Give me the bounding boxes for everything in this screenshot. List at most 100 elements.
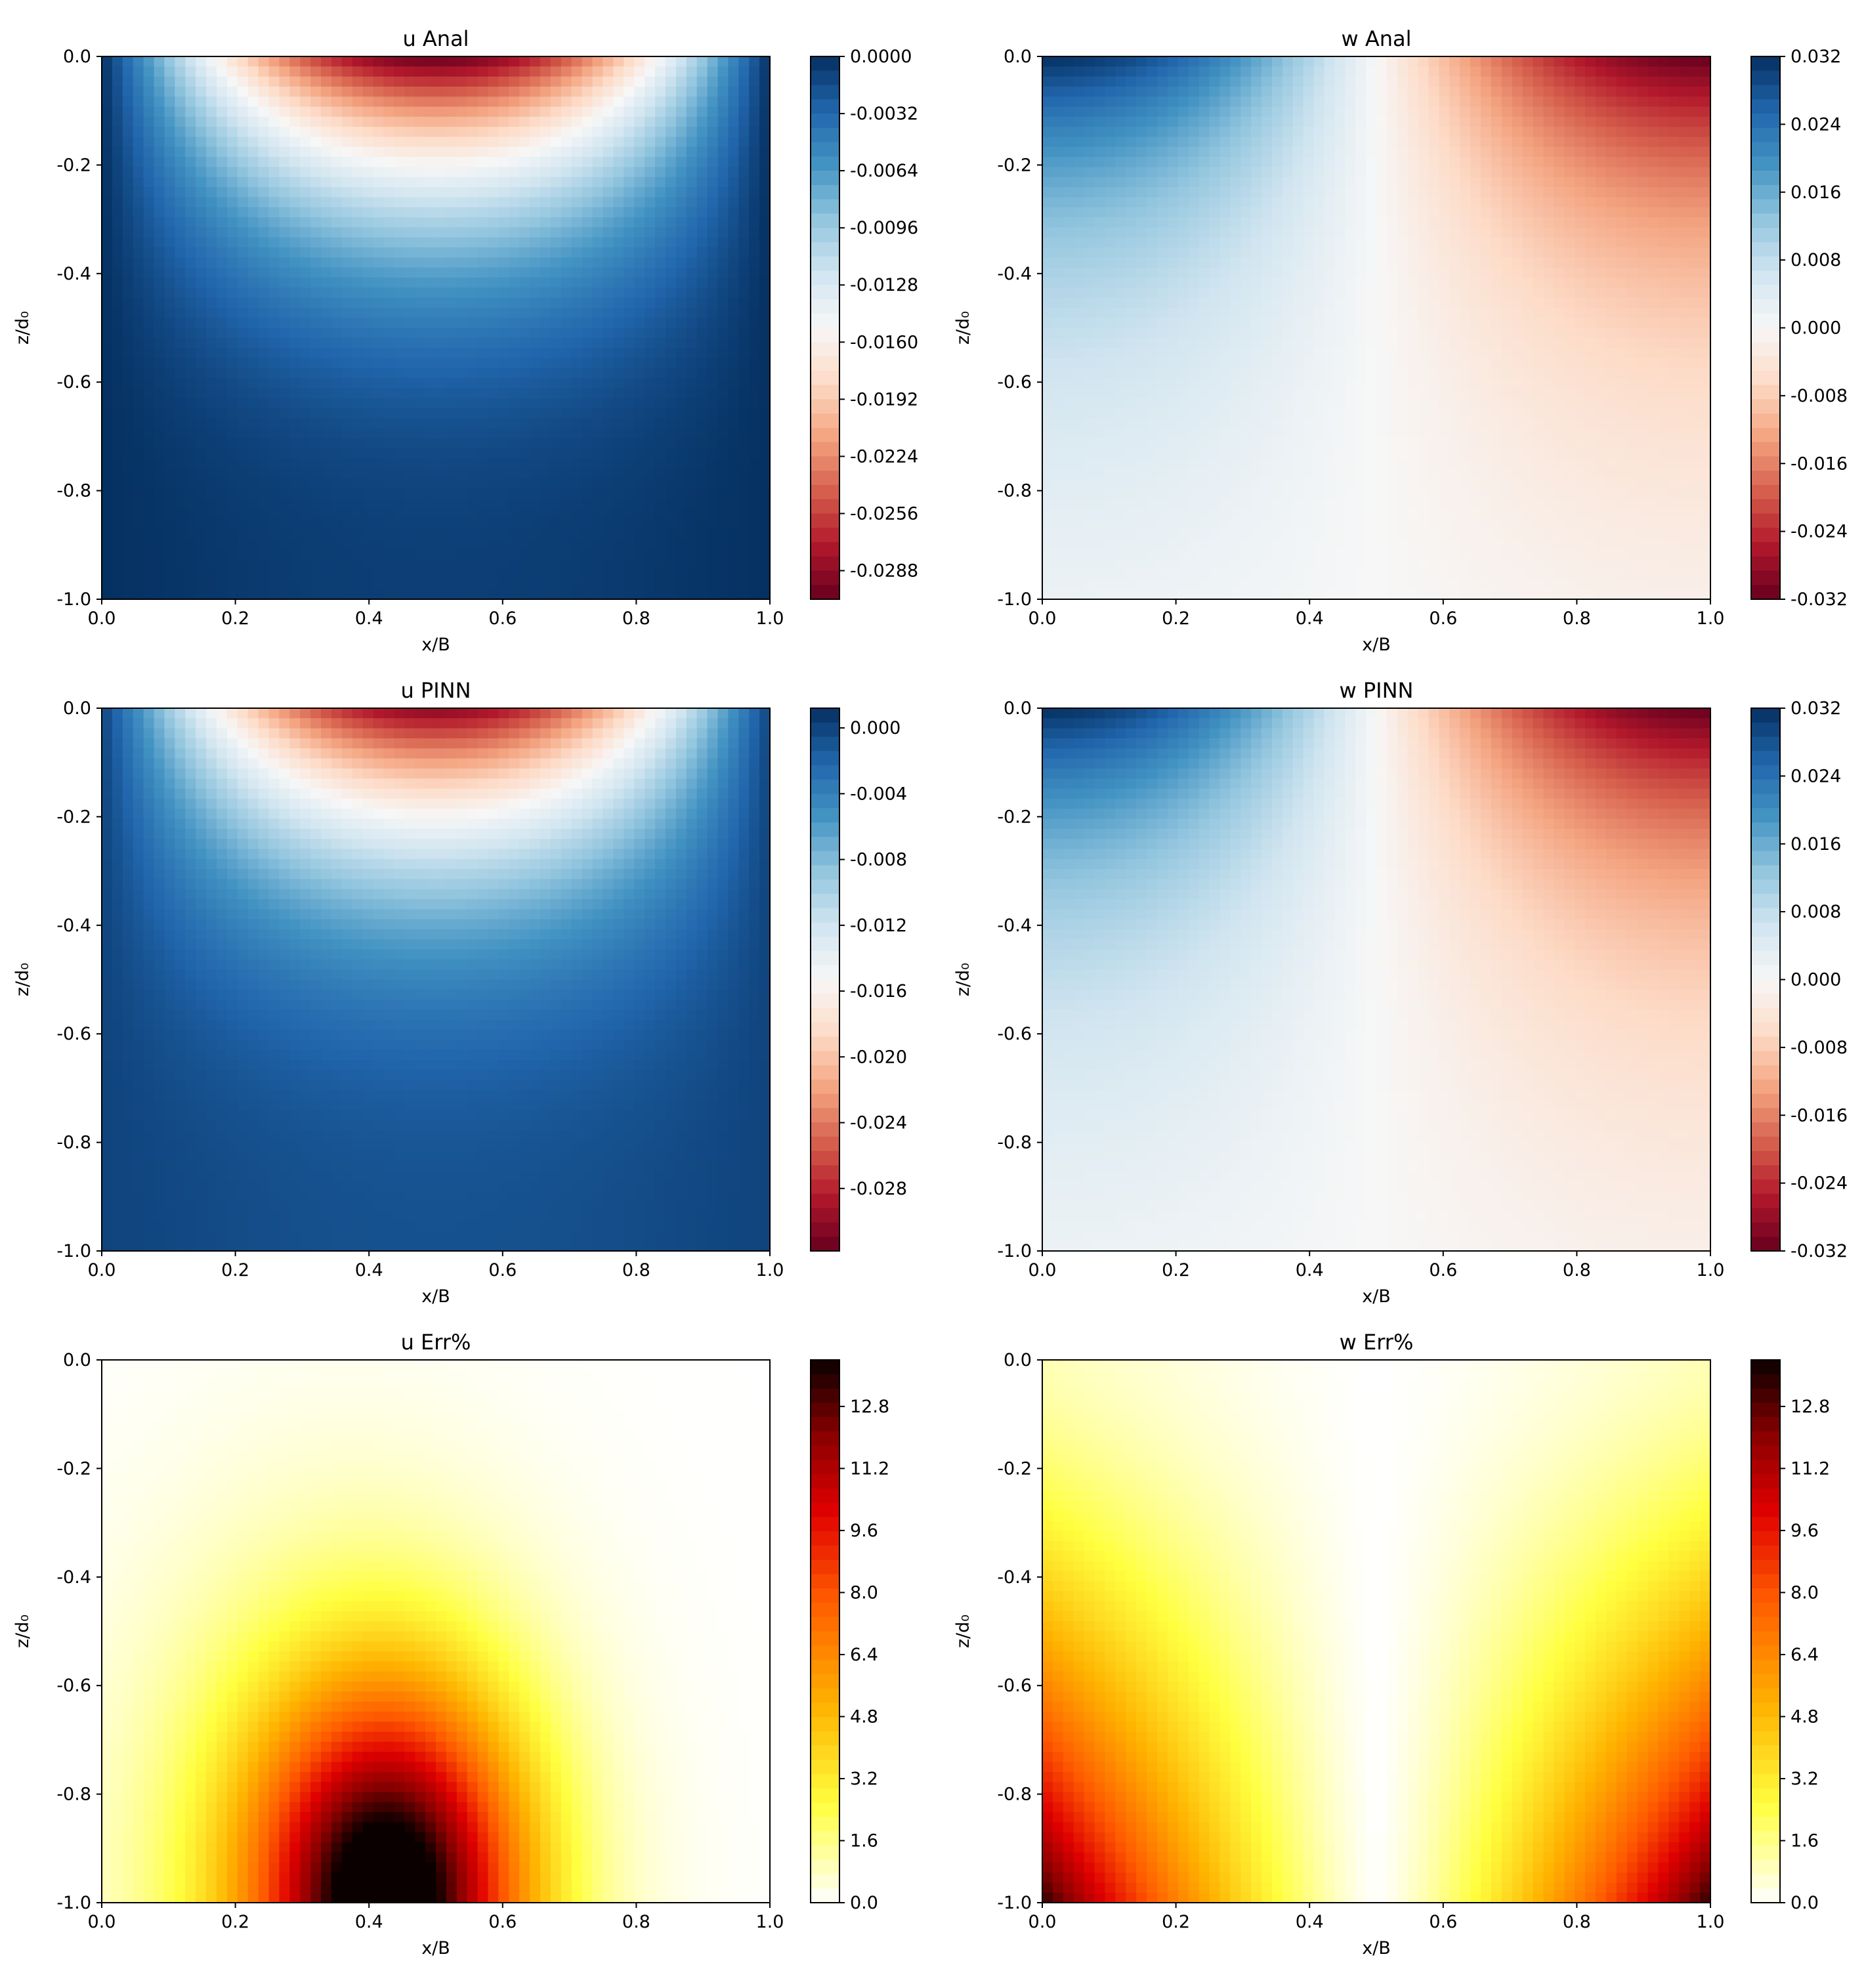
heatmap-cell [1136,267,1147,278]
heatmap-cell [1063,127,1074,138]
heatmap-cell [216,96,228,108]
heatmap-cell [133,187,144,198]
heatmap-cell [1115,227,1127,238]
heatmap-cell [1188,237,1200,248]
heatmap-cell [675,478,687,490]
heatmap-cell [1491,177,1502,188]
heatmap-cell [665,388,677,399]
heatmap-cell [394,337,406,349]
heatmap-cell [1136,116,1147,127]
heatmap-cell [1658,197,1670,208]
heatmap-cell [1042,227,1053,238]
heatmap-cell [1533,217,1544,228]
heatmap-cell [645,207,656,218]
heatmap-cell [665,579,677,590]
heatmap-cell [1251,86,1262,98]
heatmap-cell [530,408,541,419]
heatmap-cell [1042,137,1053,148]
heatmap-cell [1105,217,1116,228]
heatmap-cell [728,247,740,259]
heatmap-cell [143,398,155,409]
heatmap-cell [1063,106,1074,117]
heatmap-cell [1052,86,1064,98]
heatmap-cell [1240,227,1252,238]
heatmap-cell [300,257,311,268]
heatmap-cell [592,96,604,108]
heatmap-cell [436,539,447,550]
heatmap-cell [373,217,385,228]
heatmap-cell [279,458,291,469]
heatmap-cell [561,408,572,419]
heatmap-cell [571,297,583,308]
heatmap-cell [143,96,155,108]
heatmap-cell [477,227,489,238]
heatmap-cell [122,509,134,520]
heatmap-cell [404,66,415,77]
heatmap-cell [717,468,729,480]
heatmap-cell [1282,257,1294,268]
heatmap-cell [425,177,436,188]
heatmap-cell [1282,217,1294,228]
heatmap-cell [1303,177,1315,188]
heatmap-cell [592,509,604,520]
heatmap-cell [665,549,677,560]
heatmap-cell [321,498,332,509]
heatmap-cell [717,498,729,509]
heatmap-cell [383,448,395,459]
heatmap-cell [394,509,406,520]
heatmap-cell [226,328,238,339]
heatmap-cell [1637,76,1649,87]
heatmap-cell [279,127,291,138]
heatmap-cell [467,478,478,490]
heatmap-cell [477,56,489,68]
heatmap-cell [216,579,228,590]
heatmap-cell [310,277,322,289]
heatmap-cell [279,478,291,490]
heatmap-cell [154,66,165,77]
heatmap-cell [268,559,280,570]
heatmap-cell [603,96,614,108]
heatmap-cell [561,157,572,168]
heatmap-cell [164,458,176,469]
heatmap-cell [1251,76,1262,87]
heatmap-cell [592,498,604,509]
heatmap-cell [530,177,541,188]
heatmap-cell [394,368,406,379]
heatmap-cell [1637,187,1649,198]
colorbar-segment [811,313,839,329]
heatmap-cell [258,217,270,228]
heatmap-cell [289,428,301,439]
heatmap-cell [467,257,478,268]
heatmap-cell [300,76,311,87]
heatmap-cell [1397,167,1409,178]
heatmap-cell [122,167,134,178]
heatmap-cell [1126,237,1137,248]
heatmap-cell [728,569,740,580]
heatmap-cell [477,237,489,248]
heatmap-cell [571,408,583,419]
heatmap-cell [665,66,677,77]
heatmap-cell [1512,137,1523,148]
heatmap-cell [1418,257,1430,268]
heatmap-cell [749,307,760,318]
heatmap-cell [216,458,228,469]
heatmap-cell [686,187,698,198]
heatmap-cell [415,146,426,158]
heatmap-cell [675,448,687,459]
heatmap-cell [759,549,771,560]
heatmap-cell [624,368,635,379]
heatmap-cell [226,498,238,509]
heatmap-cell [404,106,415,117]
heatmap-cell [561,96,572,108]
heatmap-cell [143,237,155,248]
heatmap-cell [1700,207,1711,218]
heatmap-cell [1063,197,1074,208]
heatmap-cell [279,96,291,108]
heatmap-cell [613,116,625,127]
heatmap-cell [1063,137,1074,148]
heatmap-cell [613,297,625,308]
heatmap-cell [289,307,301,318]
heatmap-cell [1147,106,1158,117]
heatmap-cell [383,438,395,450]
heatmap-cell [247,318,259,329]
